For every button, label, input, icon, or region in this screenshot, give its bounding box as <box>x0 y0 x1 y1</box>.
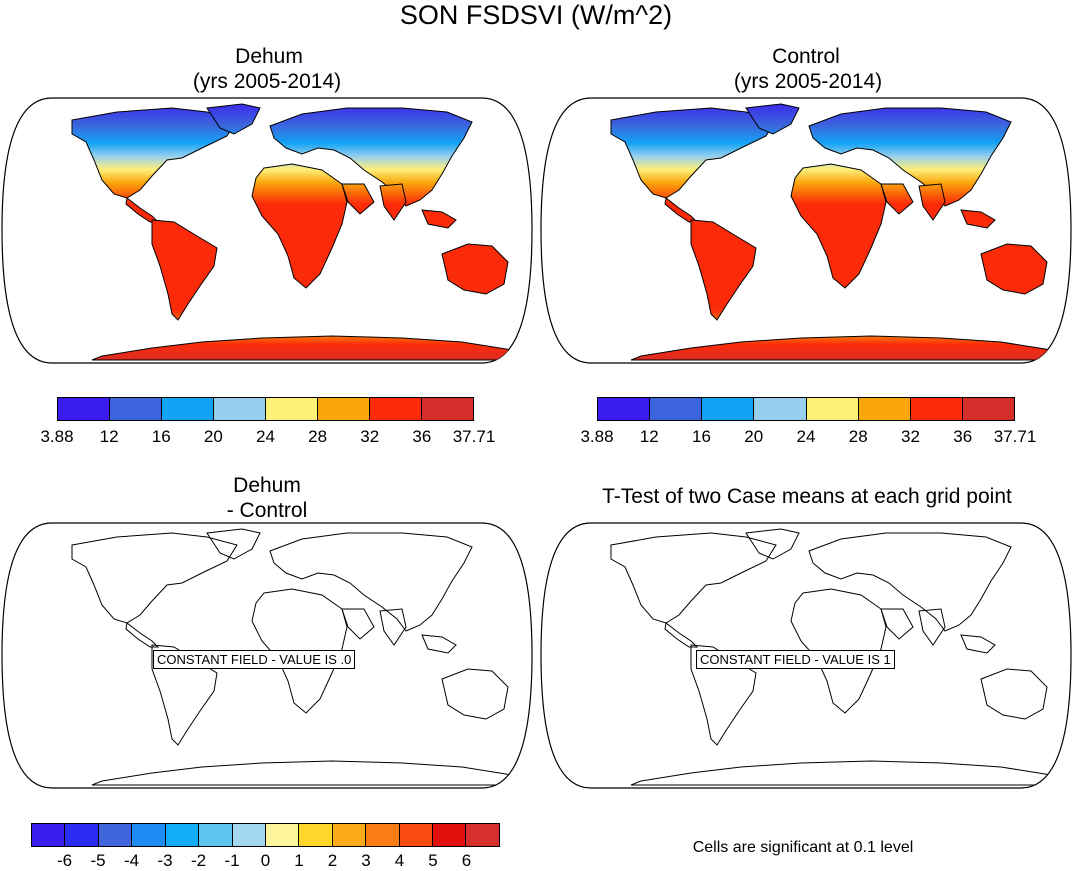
panel-title-control: Control <box>772 45 840 68</box>
colorbar-difference-swatch <box>98 824 133 846</box>
colorbar-dehum-swatch <box>162 398 214 420</box>
colorbar-difference-swatch <box>299 824 333 846</box>
map-control-svg <box>540 97 1072 364</box>
colorbar-dehum-swatch <box>318 398 370 420</box>
colorbar-control-tick-label: 32 <box>901 427 920 446</box>
significance-note: Cells are significant at 0.1 level <box>692 839 914 856</box>
colorbar-difference-tick-label: 5 <box>428 851 438 870</box>
map-control <box>540 97 1072 364</box>
colorbar-difference-tick-label: -5 <box>90 851 106 870</box>
colorbar-control-swatch <box>806 398 859 420</box>
colorbar-dehum-tick-label: 28 <box>308 427 328 446</box>
colorbar-dehum-swatch <box>266 398 318 420</box>
colorbar-control-tick-label: 3.88 <box>580 427 614 446</box>
panel-title-ttest: T-Test of two Case means at each grid po… <box>602 485 1012 508</box>
colorbar-control-swatch <box>858 398 911 420</box>
panel-title-difference: Dehum <box>233 474 301 497</box>
colorbar-dehum-swatch <box>370 398 422 420</box>
colorbar-difference-swatch <box>65 824 99 846</box>
colorbar-difference-swatch <box>399 824 434 846</box>
colorbar-dehum-tick-label: 20 <box>203 427 223 446</box>
colorbar-control-tick-label: 36 <box>953 427 973 446</box>
colorbar-difference-tick-label: -4 <box>123 851 140 870</box>
panel-subtitle-control-years: (yrs 2005-2014) <box>733 70 883 93</box>
colorbar-dehum-tick-label: 32 <box>360 427 380 446</box>
colorbar-difference-tick-label: 0 <box>260 851 271 870</box>
colorbar-difference-tick-label: 2 <box>327 851 338 870</box>
colorbar-dehum-tick-label: 3.88 <box>40 427 74 446</box>
colorbar-difference-tick-label: -6 <box>56 851 73 870</box>
colorbar-dehum-tick-label: 37.71 <box>452 427 496 446</box>
colorbar-dehum-swatch <box>214 398 266 420</box>
colorbar-dehum-swatch <box>110 398 162 420</box>
map-dehum <box>1 97 533 364</box>
colorbar-dehum-tick-label: 12 <box>99 427 119 446</box>
constant-field-label-ttest: CONSTANT FIELD - VALUE IS 1 <box>696 650 895 669</box>
colorbar-control-tick-label: 16 <box>692 427 711 446</box>
colorbar-dehum-tick-label: 24 <box>256 427 275 446</box>
colorbar-difference <box>31 823 500 847</box>
map-dehum-svg <box>1 97 533 364</box>
colorbar-control-swatch <box>962 398 1014 420</box>
colorbar-difference-swatch <box>199 824 233 846</box>
colorbar-dehum-tick-label: 16 <box>151 427 171 446</box>
panel-subtitle-difference: - Control <box>226 499 308 522</box>
colorbar-control-tick-label: 24 <box>796 427 816 446</box>
colorbar-difference-swatch <box>433 824 467 846</box>
colorbar-dehum-tick-label: 36 <box>412 427 432 446</box>
colorbar-dehum <box>57 397 474 421</box>
colorbar-control-swatch <box>754 398 807 420</box>
colorbar-control-tick-label: 20 <box>744 427 764 446</box>
colorbar-difference-swatch <box>366 824 400 846</box>
colorbar-difference-tick-label: 6 <box>461 851 472 870</box>
colorbar-difference-tick-label: -1 <box>224 851 240 870</box>
figure-title: SON FSDSVI (W/m^2) <box>399 0 673 30</box>
panel-title-dehum: Dehum <box>235 45 303 68</box>
colorbar-control <box>597 397 1015 421</box>
colorbar-control-swatch <box>702 398 755 420</box>
colorbar-difference-swatch <box>165 824 200 846</box>
colorbar-difference-swatch <box>32 824 66 846</box>
colorbar-control-tick-label: 28 <box>848 427 868 446</box>
colorbar-difference-tick-label: -3 <box>157 851 173 870</box>
colorbar-dehum-swatch <box>58 398 110 420</box>
colorbar-control-swatch <box>910 398 963 420</box>
colorbar-difference-tick-label: 1 <box>294 851 304 870</box>
colorbar-control-swatch <box>650 398 703 420</box>
colorbar-control-swatch <box>598 398 651 420</box>
colorbar-difference-swatch <box>466 824 499 846</box>
colorbar-control-tick-label: 12 <box>639 427 659 446</box>
constant-field-label-difference: CONSTANT FIELD - VALUE IS .0 <box>153 650 356 669</box>
panel-subtitle-dehum-years: (yrs 2005-2014) <box>192 70 342 93</box>
colorbar-difference-tick-label: 3 <box>361 851 371 870</box>
colorbar-difference-swatch <box>332 824 367 846</box>
colorbar-difference-swatch <box>232 824 266 846</box>
colorbar-dehum-swatch <box>422 398 473 420</box>
colorbar-difference-swatch <box>132 824 166 846</box>
colorbar-control-tick-label: 37.71 <box>993 427 1037 446</box>
colorbar-difference-swatch <box>265 824 300 846</box>
colorbar-difference-tick-label: -2 <box>190 851 207 870</box>
colorbar-difference-tick-label: 4 <box>394 851 405 870</box>
